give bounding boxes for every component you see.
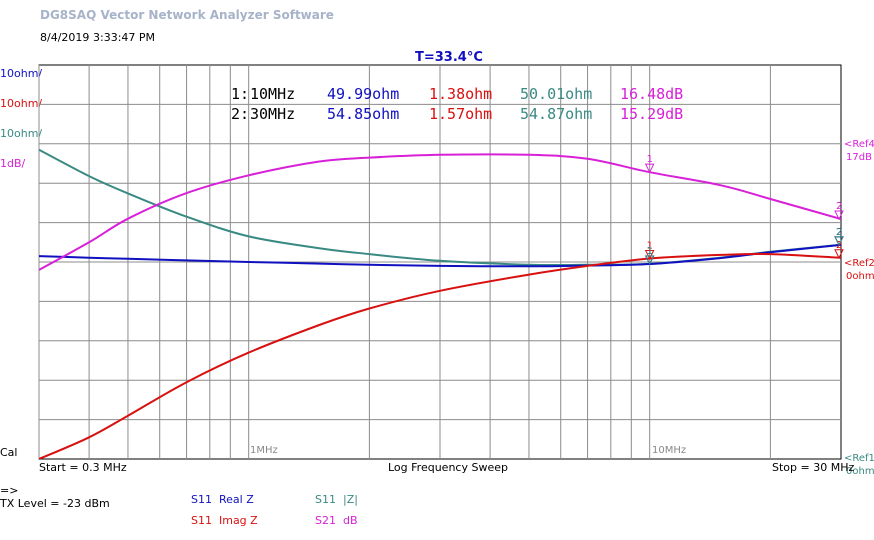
- marker-2-s21: 15.29dB: [620, 105, 684, 123]
- marker-1-label: 1:: [231, 85, 250, 103]
- ref2-value: 0ohm: [846, 271, 874, 282]
- legend-abs-z[interactable]: S11 |Z|: [315, 493, 358, 506]
- legend-imag-z-name: Imag Z: [218, 514, 258, 527]
- ref4-label: <Ref4: [844, 139, 874, 150]
- marker-triangle: [834, 249, 844, 259]
- marker-triangle: [644, 163, 655, 174]
- ref1-label: <Ref1: [844, 453, 874, 464]
- legend-real-z[interactable]: S11 Real Z: [191, 493, 254, 506]
- marker-number: 2: [836, 227, 842, 238]
- marker-triangle: [834, 210, 844, 221]
- marker-1-real: 49.99ohm: [327, 85, 400, 103]
- legend-abs-z-param: S11: [315, 493, 336, 506]
- stop-frequency: Stop = 30 MHz: [772, 461, 855, 474]
- ref4-value: 17dB: [846, 152, 872, 163]
- marker-number: 1: [647, 241, 653, 252]
- trace-real-z: [39, 243, 841, 268]
- ref1-value: 0ohm: [846, 466, 874, 477]
- start-frequency: Start = 0.3 MHz: [39, 461, 127, 474]
- legend-imag-z-param: S11: [191, 514, 212, 527]
- legend-s21-db-name: dB: [342, 514, 358, 527]
- ref2-label: <Ref2: [844, 258, 874, 269]
- traces: [39, 148, 841, 459]
- tick-label-10mhz: 10MHz: [652, 445, 687, 456]
- marker-2-abs: 54.87ohm: [520, 105, 593, 123]
- real-scale-label: 10ohm/: [0, 67, 43, 80]
- imag-scale-label: 10ohm/: [0, 97, 43, 110]
- legend-real-z-param: S11: [191, 493, 212, 506]
- date-text: 8/4/2019: [40, 31, 90, 44]
- legend-abs-z-name: |Z|: [342, 493, 358, 506]
- marker-1-s21: 16.48dB: [620, 85, 684, 103]
- marker-1-freq: 10MHz: [250, 85, 296, 103]
- legend-s21-db-param: S21: [315, 514, 336, 527]
- marker-number: 1: [647, 246, 653, 257]
- marker-number: 2: [836, 201, 842, 212]
- trace-s21-db: [39, 153, 841, 271]
- time-text: 3:33:47 PM: [93, 31, 156, 44]
- legend-real-z-name: Real Z: [218, 493, 254, 506]
- app-title: DG8SAQ Vector Network Analyzer Software: [40, 8, 334, 22]
- marker-2-freq: 30MHz: [250, 105, 296, 123]
- marker-triangle: [834, 236, 844, 246]
- sweep-mode: Log Frequency Sweep: [388, 461, 508, 474]
- marker-1-imag: 1.38ohm: [429, 85, 493, 103]
- temperature-readout: T=33.4°C: [415, 50, 483, 65]
- marker-2-real: 54.85ohm: [327, 105, 400, 123]
- legend-s21-db[interactable]: S21 dB: [315, 514, 358, 527]
- legend-imag-z[interactable]: S11 Imag Z: [191, 514, 258, 527]
- marker-triangle: [644, 255, 655, 266]
- marker-2-imag: 1.57ohm: [429, 105, 493, 123]
- grid-lines: [38, 65, 841, 459]
- marker-triangle: [644, 250, 655, 260]
- abs-scale-label: 10ohm/: [0, 127, 43, 140]
- marker-number: 1: [647, 246, 653, 257]
- marker-number: 1: [647, 154, 653, 165]
- status-arrow: =>: [0, 484, 19, 497]
- cal-label: Cal: [0, 446, 18, 459]
- marker-2-label: 2:: [231, 105, 250, 123]
- tick-label-1mhz: 1MHz: [250, 445, 278, 456]
- trace-imag-z: [39, 252, 841, 459]
- marker-1-abs: 50.01ohm: [520, 85, 593, 103]
- marker-number: 2: [836, 227, 842, 238]
- s21-scale-label: 1dB/: [0, 157, 26, 170]
- tx-level: TX Level = -23 dBm: [0, 497, 110, 510]
